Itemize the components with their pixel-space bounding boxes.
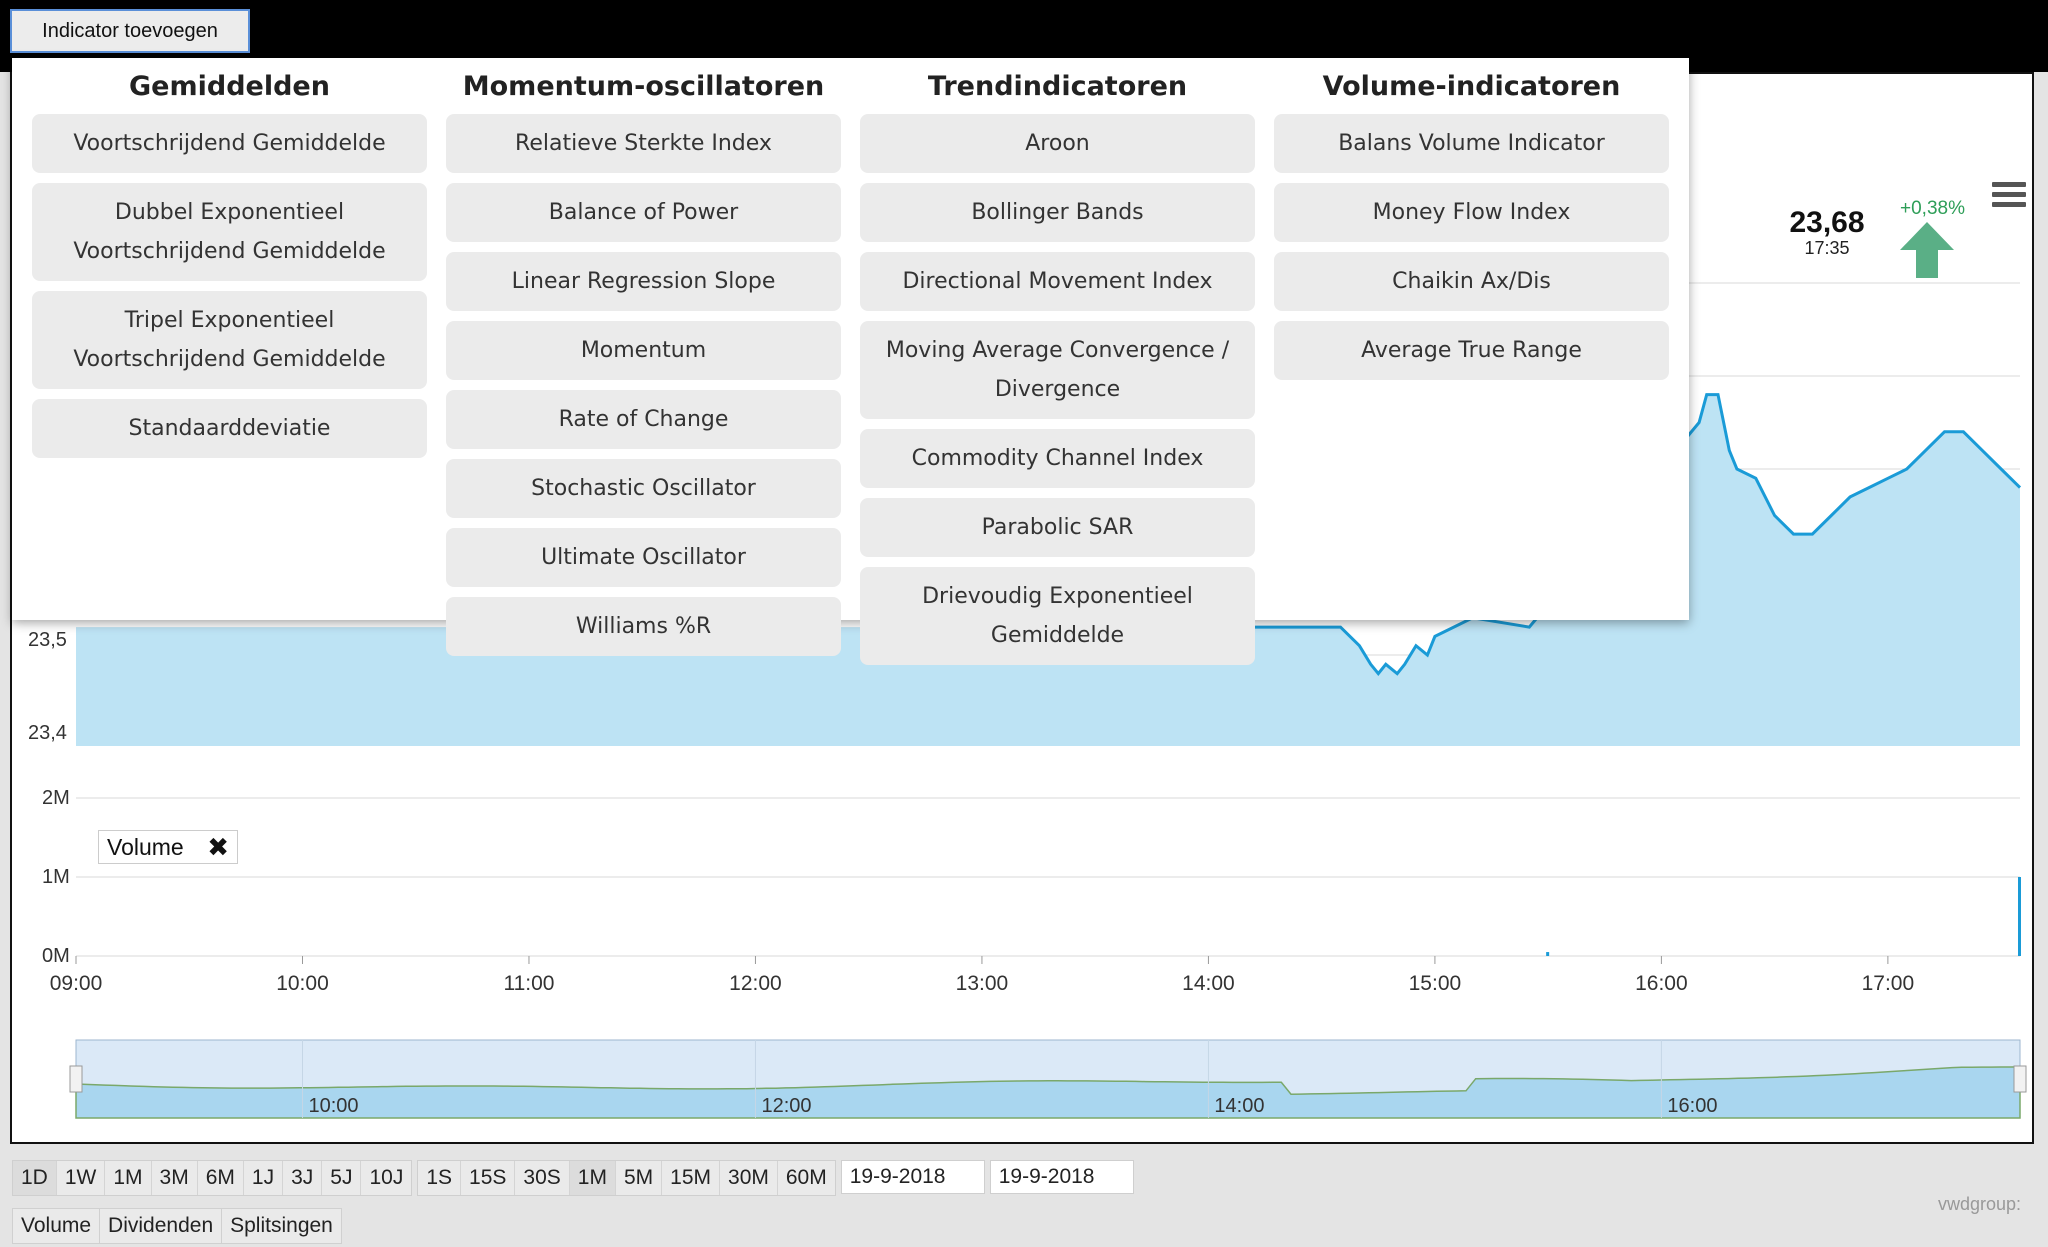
range-button-group: 1D 1W 1M 3M 6M 1J 3J 5J 10J	[12, 1160, 413, 1196]
indicator-menu: Gemiddelden Voortschrijdend Gemiddelde Dub…	[12, 58, 1689, 665]
y-tick-label-23-4: 23,4	[28, 722, 67, 744]
indicator-menu-item[interactable]: Williams %R	[446, 597, 841, 656]
indicator-menu-item[interactable]: Ultimate Oscillator	[446, 528, 841, 587]
range-button[interactable]: 10J	[361, 1161, 412, 1195]
navigator-tick-label: 14:00	[1214, 1095, 1264, 1117]
indicator-menu-item[interactable]: Bollinger Bands	[860, 183, 1255, 242]
y-tick-label-1m: 1M	[42, 866, 70, 888]
navigator-tick-label: 16:00	[1667, 1095, 1717, 1117]
x-tick-label: 16:00	[1635, 972, 1688, 995]
price-line	[1037, 393, 2022, 676]
range-button[interactable]: 1J	[243, 1161, 284, 1195]
interval-button[interactable]: 60M	[777, 1161, 835, 1195]
navigator-handle-left[interactable]	[69, 1065, 83, 1093]
price-change: +0,38%	[1900, 198, 1965, 219]
indicator-column-1: Momentum-oscillatoren Relatieve Sterkte I…	[446, 58, 841, 666]
x-tick-label: 17:00	[1862, 972, 1915, 995]
indicator-menu-item[interactable]: Aroon	[860, 114, 1255, 173]
indicator-menu-item[interactable]: Directional Movement Index	[860, 252, 1255, 311]
range-button[interactable]: 6M	[197, 1161, 244, 1195]
indicator-menu-item[interactable]: Money Flow Index	[1274, 183, 1669, 242]
bottom-button[interactable]: Splitsingen	[221, 1208, 342, 1244]
interval-button-group: 1S 15S 30S 1M 5M 15M 30M 60M	[417, 1160, 836, 1196]
last-price: 23,68	[1789, 206, 1865, 239]
navigator[interactable]: 10:00 12:00 14:00 16:00	[69, 1039, 2027, 1119]
volume-series-tag: Volume ✖	[98, 830, 238, 864]
interval-button[interactable]: 30S	[515, 1161, 570, 1195]
interval-button[interactable]: 15S	[461, 1161, 516, 1195]
navigator-tick-label: 10:00	[308, 1095, 358, 1117]
interval-button[interactable]: 1S	[418, 1161, 462, 1195]
volume-bar	[1546, 952, 1550, 956]
interval-button[interactable]: 30M	[720, 1161, 778, 1195]
x-tick-label: 10:00	[276, 972, 329, 995]
indicator-menu-item[interactable]: Balans Volume Indicator	[1274, 114, 1669, 173]
indicator-menu-item[interactable]: Average True Range	[1274, 321, 1669, 380]
range-button[interactable]: 1D	[13, 1161, 57, 1195]
range-button[interactable]: 5J	[322, 1161, 362, 1195]
navigator-series	[75, 1066, 2021, 1119]
indicator-menu-item[interactable]: Momentum	[446, 321, 841, 380]
navigator-tick-label: 12:00	[761, 1095, 811, 1117]
indicator-column-3: Volume-indicatoren Balans Volume Indicato…	[1274, 58, 1669, 390]
volume-series-label: Volume	[107, 833, 184, 860]
indicator-menu-item[interactable]: Voortschrijdend Gemiddelde	[32, 114, 427, 173]
y-tick-label-2m: 2M	[42, 787, 70, 809]
indicator-menu-item[interactable]: Moving Average Convergence / Divergence	[860, 321, 1255, 419]
bottom-button[interactable]: Volume	[12, 1208, 101, 1244]
interval-button[interactable]: 5M	[615, 1161, 663, 1195]
x-tick-label: 13:00	[956, 972, 1009, 995]
x-tick-label: 11:00	[503, 972, 554, 995]
last-price-box: 23,68 17:35	[1772, 206, 1882, 259]
x-tick-label: 15:00	[1409, 972, 1462, 995]
indicator-column-title: Gemiddelden	[129, 71, 330, 102]
indicator-menu-item[interactable]: Linear Regression Slope	[446, 252, 841, 311]
bottom-button[interactable]: Dividenden	[99, 1208, 223, 1244]
x-tick-label: 14:00	[1182, 972, 1235, 995]
date-to-input[interactable]: 19-9-2018	[989, 1160, 1134, 1194]
interval-button[interactable]: 15M	[662, 1161, 721, 1195]
indicator-menu-item[interactable]: Dubbel Exponentieel Voortschrijdend Gemi…	[32, 183, 427, 281]
chart-canvas[interactable]: 23,5 23,4 2M 1M 0M 09:00 10:00 11:00 12:00 1…	[12, 74, 2032, 1142]
indicator-menu-item[interactable]: Standaarddeviatie	[32, 399, 427, 458]
indicator-menu-item[interactable]: Relatieve Sterkte Index	[446, 114, 841, 173]
price-area	[76, 394, 2020, 746]
indicator-column-2: Trendindicatoren Aroon Bollinger Bands Dire…	[860, 58, 1255, 675]
indicator-column-title: Volume-indicatoren	[1322, 71, 1621, 102]
y-tick-label-0m: 0M	[42, 945, 70, 967]
y-tick-label-23-5: 23,5	[28, 629, 67, 651]
indicator-menu-item[interactable]: Drievoudig Exponentieel Gemiddelde	[860, 567, 1255, 665]
indicator-menu-item[interactable]: Chaikin Ax/Dis	[1274, 252, 1669, 311]
volume-gridlines	[76, 797, 2020, 957]
x-tick-label: 09:00	[50, 972, 103, 995]
hamburger-icon[interactable]	[1992, 182, 2026, 210]
date-from-input[interactable]: 19-9-2018	[840, 1160, 985, 1194]
indicator-menu-item[interactable]: Balance of Power	[446, 183, 841, 242]
range-button[interactable]: 3J	[283, 1161, 323, 1195]
indicator-menu-item[interactable]: Stochastic Oscillator	[446, 459, 841, 518]
x-tick-label: 12:00	[729, 972, 782, 995]
interval-button[interactable]: 1M	[569, 1161, 616, 1195]
x-axis-labels: 09:00 10:00 11:00 12:00 13:00 14:00 15:00 16:00…	[50, 956, 1914, 995]
range-controls: 1D 1W 1M 3M 6M 1J 3J 5J 10J 1S 15S 30S 1M 5M 15M 30M 60…	[12, 1160, 1134, 1196]
range-button[interactable]: 1M	[105, 1161, 152, 1195]
navigator-handle-right[interactable]	[2013, 1065, 2027, 1093]
range-button[interactable]: 3M	[151, 1161, 198, 1195]
indicator-column-title: Trendindicatoren	[927, 71, 1188, 102]
series-toggle-row: Volume Dividenden Splitsingen	[12, 1208, 342, 1244]
volume-bars	[1546, 877, 2021, 956]
indicator-menu-item[interactable]: Tripel Exponentieel Voortschrijdend Gemi…	[32, 291, 427, 389]
arrow-up-icon	[1900, 222, 1954, 278]
indicator-menu-item[interactable]: Rate of Change	[446, 390, 841, 449]
watermark: vwdgroup:	[1938, 1194, 2022, 1214]
last-price-time: 17:35	[1804, 238, 1850, 258]
add-indicator-button[interactable]: Indicator toevoegen	[10, 9, 250, 53]
indicator-column-0: Gemiddelden Voortschrijdend Gemiddelde Dub…	[32, 58, 427, 468]
indicator-column-title: Momentum-oscillatoren	[462, 71, 825, 102]
indicator-menu-item[interactable]: Parabolic SAR	[860, 498, 1255, 557]
volume-bar	[2018, 877, 2021, 956]
close-icon[interactable]: ✖	[207, 833, 229, 863]
range-button[interactable]: 1W	[56, 1161, 106, 1195]
indicator-menu-item[interactable]: Commodity Channel Index	[860, 429, 1255, 488]
